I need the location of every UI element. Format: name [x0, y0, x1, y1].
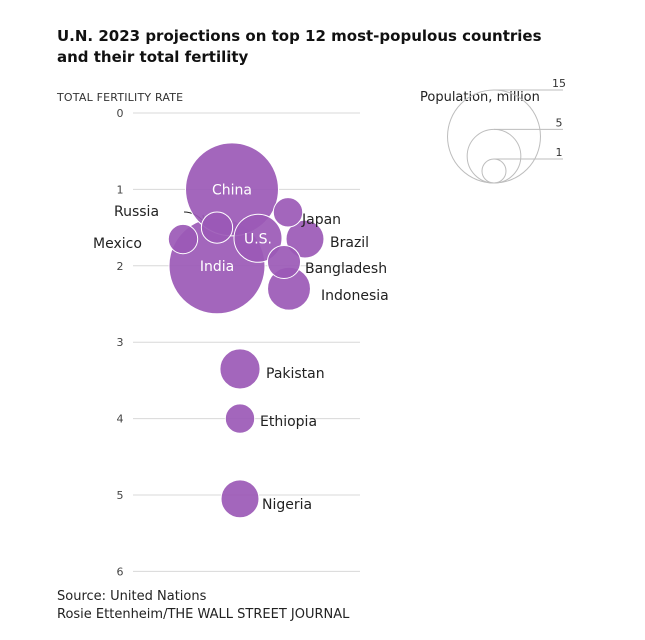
- bubble-bangladesh: [266, 244, 302, 280]
- legend-value-label: 5: [556, 116, 563, 129]
- y-tick-label: 6: [117, 565, 124, 578]
- bubble-us: [233, 213, 283, 263]
- legend-circle: [481, 158, 507, 184]
- legend-circle: [466, 128, 522, 184]
- credit-note: Rosie Ettenheim/THE WALL STREET JOURNAL: [57, 607, 350, 622]
- label-mexico: Mexico: [93, 236, 142, 252]
- bubble-pakistan: [219, 348, 261, 390]
- legend-value-label: 15: [552, 77, 566, 90]
- label-us: U.S.: [244, 231, 272, 247]
- bubble-china: [185, 142, 279, 237]
- label-pakistan: Pakistan: [266, 366, 325, 382]
- y-tick-label: 0: [117, 107, 124, 120]
- y-tick-label: 4: [117, 413, 124, 426]
- chart-title: U.N. 2023 projections on top 12 most-pop…: [57, 27, 542, 66]
- size-legend: Population, million 15 5 1: [420, 77, 566, 184]
- label-russia: Russia: [114, 204, 159, 220]
- label-bangladesh: Bangladesh: [305, 261, 387, 277]
- bubble-nigeria: [220, 479, 260, 519]
- y-tick-labels: 0 1 2 3 4 5 6: [117, 107, 124, 578]
- label-japan: Japan: [301, 212, 341, 228]
- label-nigeria: Nigeria: [262, 497, 312, 513]
- label-indonesia: Indonesia: [321, 288, 389, 304]
- y-tick-label: 2: [117, 260, 124, 273]
- bubble-mexico: [167, 223, 199, 255]
- bubbles: [167, 142, 325, 519]
- label-china: China: [212, 182, 252, 198]
- bubble-russia: [200, 211, 234, 244]
- y-tick-label: 3: [117, 336, 124, 349]
- label-brazil: Brazil: [330, 235, 369, 251]
- legend-title: Population, million: [420, 90, 540, 105]
- bubble-labels: China India U.S. Russia Japan Mexico Brazil Ban…: [93, 182, 389, 513]
- y-tick-label: 5: [117, 489, 124, 502]
- bubble-ethiopia: [224, 403, 256, 434]
- label-india: India: [200, 259, 234, 275]
- source-note: Source: United Nations: [57, 589, 207, 604]
- y-tick-label: 1: [117, 183, 124, 196]
- bubble-brazil: [285, 219, 325, 259]
- label-ethiopia: Ethiopia: [260, 414, 317, 430]
- y-axis-label: TOTAL FERTILITY RATE: [56, 91, 183, 104]
- bubble-japan: [272, 197, 304, 228]
- legend-value-label: 1: [556, 146, 563, 159]
